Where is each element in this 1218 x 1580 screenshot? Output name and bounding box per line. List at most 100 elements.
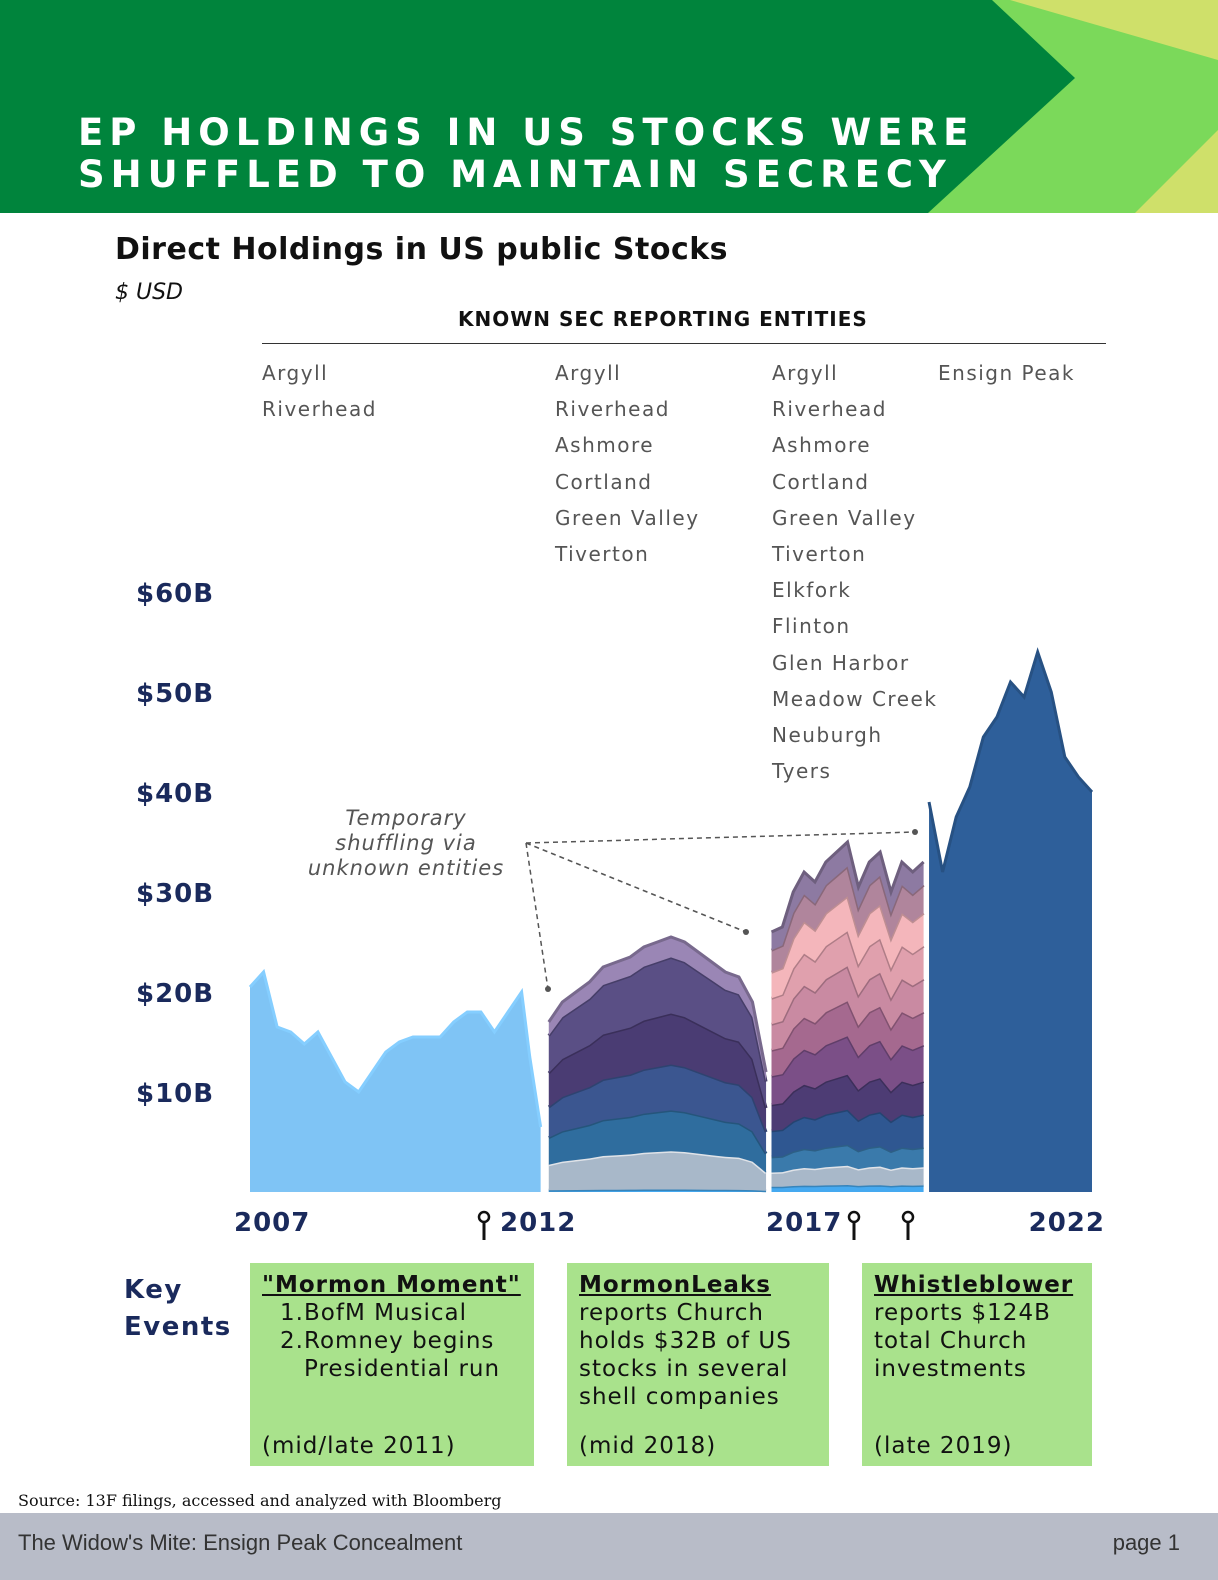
stack-layer	[548, 1064, 767, 1154]
stack-layer	[771, 1165, 924, 1187]
event-item-text: BofM Musical	[304, 1300, 468, 1326]
entity-name: Ensign Peak	[938, 361, 1076, 385]
chart-unit: $ USD	[115, 280, 183, 305]
stack-layer	[548, 937, 767, 1082]
y-tick-label: $60B	[136, 579, 214, 609]
entity-name: Argyll	[262, 361, 329, 385]
page-title: EP HOLDINGS IN US STOCKS WERE SHUFFLED T…	[78, 112, 974, 196]
event-title: Whistleblower	[874, 1272, 1074, 1298]
x-tick-label: 2012	[500, 1208, 576, 1238]
header-banner: EP HOLDINGS IN US STOCKS WERE SHUFFLED T…	[0, 0, 1218, 213]
entity-name: Glen Harbor	[772, 650, 910, 675]
entity-list-2012: Argyll Riverhead Ashmore Cortland Green Vall…	[555, 355, 700, 572]
chevron-banner-icon	[0, 0, 1218, 213]
annotation-line-2: shuffling via	[335, 831, 476, 855]
stack-layer	[548, 1151, 767, 1191]
entity-list-2019: Ensign Peak	[938, 355, 1075, 391]
entities-divider	[262, 343, 1106, 344]
entity-name: Cortland	[772, 469, 870, 494]
entity-name: Argyll	[772, 361, 839, 385]
entity-name: Riverhead	[555, 397, 670, 422]
event-pin-icon	[477, 1210, 491, 1224]
entity-name: Elkfork	[772, 578, 852, 603]
x-tick-label: 2022	[1029, 1208, 1105, 1238]
annotation-dot	[545, 986, 551, 992]
y-tick-label: $10B	[136, 1079, 214, 1109]
stack-layer	[771, 1074, 924, 1131]
event-body: reports $124B total Church investments	[874, 1300, 1051, 1382]
event-card-whistleblower: Whistleblower reports $124B total Church…	[862, 1263, 1092, 1466]
stack-layer-edge	[770, 839, 925, 934]
event-card-mormon-moment: "Mormon Moment" 1. BofM Musical 2. Romney …	[250, 1263, 534, 1466]
footer-title: The Widow's Mite: Ensign Peak Concealmen…	[18, 1530, 463, 1555]
y-tick-label: $30B	[136, 879, 214, 909]
y-tick-label: $20B	[136, 979, 214, 1009]
event-list: 1. BofM Musical 2. Romney begins President…	[262, 1299, 522, 1383]
entity-name: Riverhead	[772, 397, 887, 422]
entity-name: Green Valley	[772, 505, 917, 530]
entity-list-2007: Argyll Riverhead	[262, 355, 377, 427]
entity-name: Tiverton	[772, 542, 867, 567]
event-body: reports Church holds $32B of US stocks i…	[579, 1300, 792, 1410]
entity-name: Green Valley	[555, 505, 700, 530]
stack-layer	[771, 1144, 924, 1173]
annotation-leaders	[525, 829, 918, 992]
stack-layer	[771, 842, 924, 951]
event-list-item: 2. Romney begins Presidential run	[280, 1328, 501, 1382]
chart-areas	[248, 647, 1094, 1193]
stack-layer-edge	[547, 935, 768, 1073]
stack-layer	[548, 1110, 767, 1173]
chart-subtitle: Direct Holdings in US public Stocks	[115, 232, 729, 267]
key-label-line-2: Events	[124, 1312, 232, 1342]
area-outline-3	[927, 647, 1094, 873]
event-connector-line	[852, 1222, 856, 1240]
x-axis: 2007 2012 2017 2022	[234, 1208, 1105, 1238]
entity-name: Flinton	[772, 614, 851, 639]
entity-name: Neuburgh	[772, 723, 883, 748]
area-segment-0	[250, 972, 541, 1192]
annotation-line-1: Temporary	[345, 806, 466, 830]
entity-list-2017: Argyll Riverhead Ashmore Cortland Green Vall…	[772, 355, 937, 789]
area-segment-3	[929, 652, 1092, 1192]
annotation-line-3: unknown entities	[308, 856, 504, 880]
event-item-text: Romney begins Presidential run	[304, 1328, 501, 1382]
entity-name: Ashmore	[555, 433, 655, 458]
source-note: Source: 13F filings, accessed and analyz…	[18, 1491, 502, 1510]
annotation-dot	[912, 829, 918, 835]
annotation-leader	[525, 842, 549, 990]
entity-name: Argyll	[555, 361, 622, 385]
entity-name: Meadow Creek	[772, 686, 938, 711]
event-date: (mid 2018)	[579, 1433, 717, 1459]
annotation-dot	[743, 929, 749, 935]
event-date: (late 2019)	[874, 1433, 1013, 1459]
event-title: MormonLeaks	[579, 1272, 771, 1298]
x-tick-label: 2017	[766, 1208, 842, 1238]
y-tick-label: $50B	[136, 679, 214, 709]
page-number: page 1	[1112, 1530, 1180, 1555]
x-tick-label: 2007	[234, 1208, 310, 1238]
entity-name: Riverhead	[262, 397, 377, 422]
y-axis: $10B $20B $30B $40B $50B $60B	[136, 579, 214, 1109]
event-pin-icon	[847, 1210, 861, 1224]
area-outline-0	[248, 968, 543, 1128]
annotation-leader	[525, 842, 747, 933]
event-date: (mid/late 2011)	[262, 1433, 456, 1459]
stack-layer	[771, 1109, 924, 1157]
key-events-label: Key Events	[124, 1272, 232, 1346]
holdings-chart: $10B $20B $30B $40B $50B $60B Temporary shuff…	[136, 579, 1105, 1240]
title-line-2: SHUFFLED TO MAINTAIN SECRECY	[78, 153, 952, 196]
y-tick-label: $40B	[136, 779, 214, 809]
key-label-line-1: Key	[124, 1275, 183, 1305]
event-list-item: 1. BofM Musical	[280, 1300, 468, 1326]
stack-layer	[548, 1013, 767, 1132]
entity-name: Tyers	[772, 759, 832, 784]
entity-name: Cortland	[555, 469, 653, 494]
annotation-leader	[525, 831, 916, 844]
event-pin-icon	[901, 1210, 915, 1224]
event-card-mormonleaks: MormonLeaks reports Church holds $32B of…	[567, 1263, 829, 1466]
title-line-1: EP HOLDINGS IN US STOCKS WERE	[78, 111, 975, 154]
stack-layer	[548, 957, 767, 1108]
event-title: "Mormon Moment"	[262, 1272, 521, 1298]
event-connectors	[477, 1210, 915, 1240]
footer-bar: The Widow's Mite: Ensign Peak Concealmen…	[0, 1513, 1218, 1580]
